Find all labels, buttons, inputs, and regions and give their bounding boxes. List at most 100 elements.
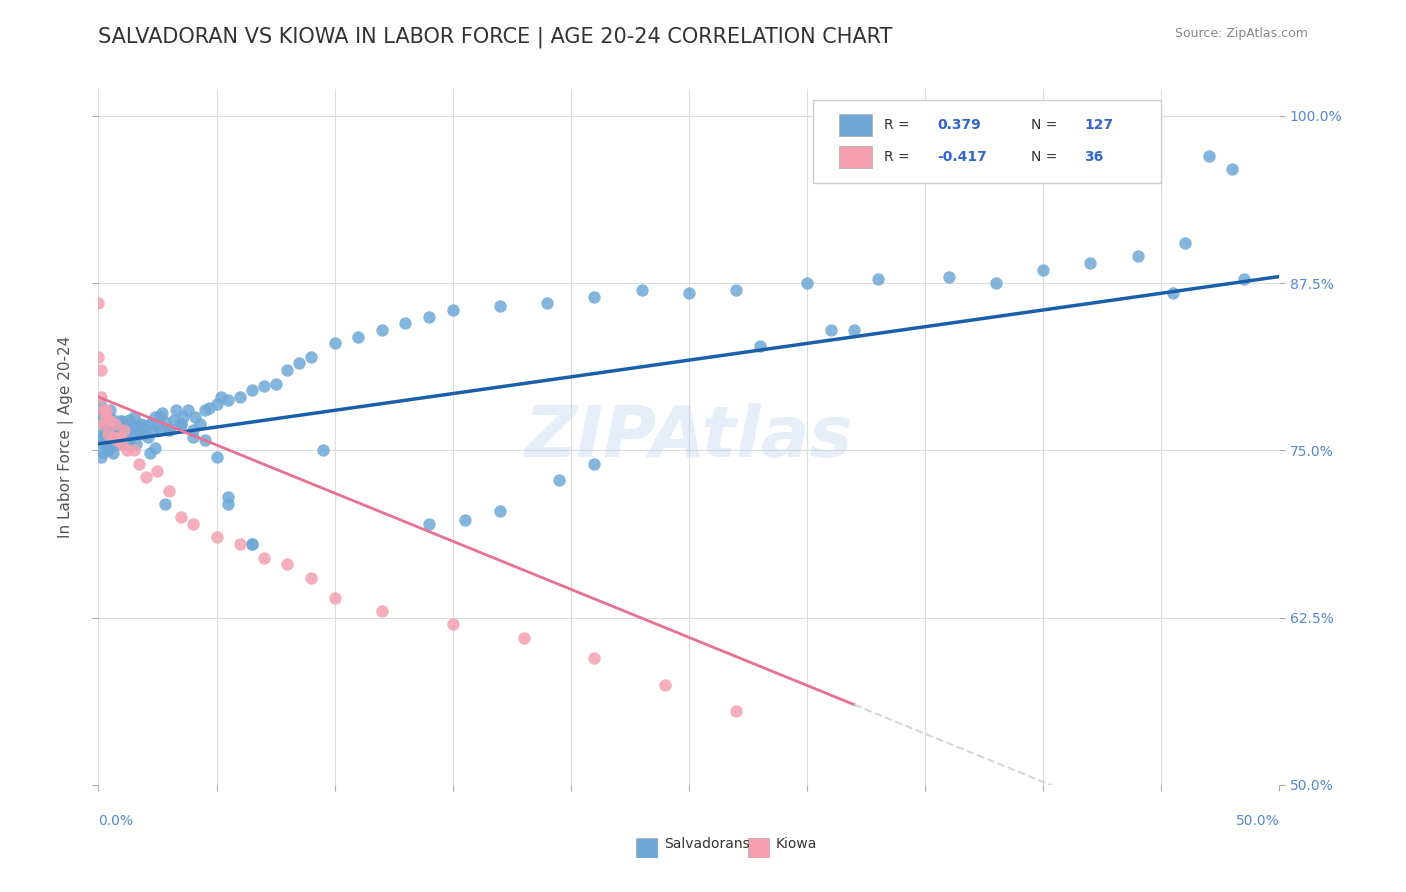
Point (177, 403, 200, 417)
Point (108, 433, 131, 447)
Point (198, 401, 221, 415)
Point (139, 446, 162, 460)
Point (630, 283, 652, 297)
Point (98, 403, 121, 417)
Point (128, 426, 150, 441)
Point (188, 417, 211, 431)
Text: 50.0%: 50.0% (1236, 814, 1279, 828)
Point (87, 296, 110, 310)
Point (143, 441, 166, 455)
Point (122, 427, 145, 442)
Point (371, 604, 394, 618)
Point (91, 403, 114, 417)
Point (115, 419, 138, 434)
Point (1126, 250, 1149, 264)
Point (105, 430, 128, 444)
Point (654, 678, 676, 692)
Point (748, 339, 770, 353)
Point (125, 417, 148, 433)
Point (98, 417, 121, 431)
Point (125, 436, 148, 450)
Text: N =: N = (1032, 118, 1057, 132)
Point (139, 417, 162, 431)
Text: 0.379: 0.379 (936, 118, 981, 132)
Point (172, 410, 194, 425)
Point (94, 410, 117, 425)
Point (181, 430, 204, 444)
Point (101, 412, 124, 426)
Point (105, 436, 128, 450)
Point (217, 392, 239, 407)
Point (441, 303, 464, 318)
Point (111, 436, 134, 450)
Point (97, 436, 120, 450)
Point (146, 419, 169, 434)
Point (91, 417, 114, 431)
Point (132, 427, 155, 442)
Point (181, 517, 204, 532)
Point (146, 464, 169, 478)
Text: R =: R = (884, 118, 910, 132)
Point (165, 403, 187, 417)
Point (87, 435, 110, 450)
Point (104, 435, 127, 450)
Point (205, 530, 228, 544)
Point (170, 417, 193, 431)
Point (217, 491, 239, 505)
Point (240, 537, 263, 551)
FancyBboxPatch shape (813, 100, 1161, 183)
Point (136, 430, 159, 444)
Point (725, 283, 748, 297)
Point (229, 390, 252, 404)
Point (866, 272, 889, 286)
Point (112, 424, 135, 438)
Point (583, 651, 606, 665)
Point (143, 410, 166, 425)
Point (87, 350, 110, 364)
Point (157, 483, 180, 498)
Point (104, 417, 127, 431)
Point (1198, 149, 1220, 163)
Point (135, 470, 157, 484)
Point (205, 450, 228, 465)
Point (418, 517, 440, 532)
Point (194, 433, 217, 447)
Point (97, 419, 120, 434)
Point (299, 350, 322, 364)
Point (229, 537, 252, 551)
Point (170, 510, 193, 524)
Point (240, 537, 263, 551)
Point (276, 363, 298, 377)
Point (194, 403, 217, 417)
Point (97, 410, 120, 425)
Point (94, 430, 117, 444)
Point (323, 591, 346, 605)
Point (583, 290, 606, 304)
Point (90, 400, 112, 414)
Point (98, 430, 121, 444)
Point (91, 403, 114, 417)
Point (184, 410, 207, 425)
Point (101, 446, 124, 460)
Point (453, 513, 475, 527)
Point (394, 317, 416, 331)
Text: 127: 127 (1084, 118, 1114, 132)
Point (1032, 262, 1054, 277)
Point (181, 424, 204, 438)
Text: -0.417: -0.417 (936, 150, 987, 164)
Point (90, 427, 112, 442)
Text: 0.0%: 0.0% (98, 814, 134, 828)
Point (725, 705, 748, 719)
Point (441, 617, 464, 632)
Point (1174, 235, 1197, 250)
Point (240, 384, 263, 398)
Point (323, 336, 346, 351)
Point (347, 330, 370, 344)
Point (796, 277, 818, 291)
Point (135, 419, 157, 434)
Point (276, 557, 298, 571)
Text: Kiowa: Kiowa (776, 838, 817, 851)
Point (104, 427, 127, 442)
Point (121, 419, 143, 434)
Point (129, 417, 152, 431)
